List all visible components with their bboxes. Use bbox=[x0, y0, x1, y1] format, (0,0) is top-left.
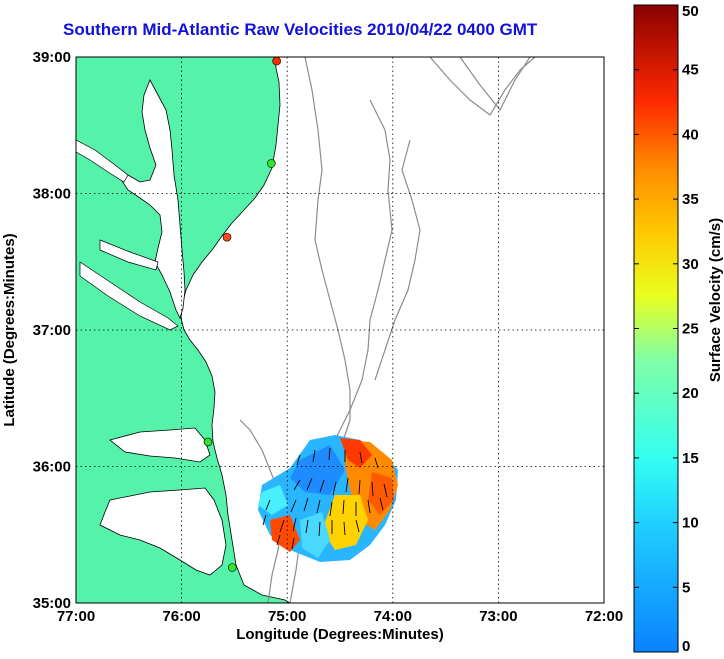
station-marker bbox=[222, 232, 232, 242]
colorbar-tick-label: 30 bbox=[682, 256, 699, 273]
y-axis-label: Latitude (Degrees:Minutes) bbox=[1, 233, 18, 426]
station-marker bbox=[203, 437, 213, 447]
x-tick-label: 73:00 bbox=[479, 608, 517, 625]
colorbar-tick-label: 25 bbox=[682, 321, 699, 338]
york-river bbox=[99, 239, 159, 271]
pamlico-sound bbox=[99, 487, 227, 576]
station-marker bbox=[227, 563, 237, 572]
colorbar-tick-label: 20 bbox=[682, 385, 699, 402]
figure-title: Southern Mid-Atlantic Raw Velocities 201… bbox=[63, 20, 538, 39]
station-marker bbox=[272, 57, 281, 66]
radar-stations bbox=[203, 57, 281, 572]
colorbar-tick-label: 50 bbox=[682, 3, 699, 20]
colorbar-tick-label: 40 bbox=[682, 126, 699, 143]
colorbar-tick-label: 45 bbox=[682, 62, 699, 79]
x-tick-label: 76:00 bbox=[162, 608, 200, 625]
y-tick-label: 35:00 bbox=[33, 595, 71, 612]
colorbar bbox=[633, 4, 679, 653]
bathymetry-contours bbox=[239, 57, 536, 603]
y-tick-label: 38:00 bbox=[33, 186, 71, 203]
james-river bbox=[79, 261, 179, 331]
x-tick-label: 74:00 bbox=[374, 608, 412, 625]
colorbar-tick-label: 35 bbox=[682, 191, 699, 208]
colorbar-tick-label: 5 bbox=[682, 579, 690, 596]
colorbar-tick-label: 0 bbox=[682, 638, 690, 655]
y-tick-label: 36:00 bbox=[33, 459, 71, 476]
station-marker bbox=[267, 159, 276, 168]
colorbar-label: Surface Velocity (cm/s) bbox=[707, 218, 724, 382]
plot-frame bbox=[75, 56, 605, 604]
x-tick-label: 75:00 bbox=[268, 608, 306, 625]
y-tick-label: 39:00 bbox=[33, 49, 71, 66]
albemarle-sound bbox=[109, 427, 211, 463]
x-tick-label: 77:00 bbox=[57, 608, 95, 625]
x-tick-label: 72:00 bbox=[585, 608, 623, 625]
x-axis-label: Longitude (Degrees:Minutes) bbox=[236, 626, 444, 643]
potomac-river bbox=[76, 139, 129, 183]
land-mass bbox=[76, 57, 291, 603]
y-tick-label: 37:00 bbox=[33, 322, 71, 339]
colorbar-tick-label: 10 bbox=[682, 515, 699, 532]
colorbar-tick-label: 15 bbox=[682, 450, 699, 467]
map-grid bbox=[76, 57, 604, 603]
